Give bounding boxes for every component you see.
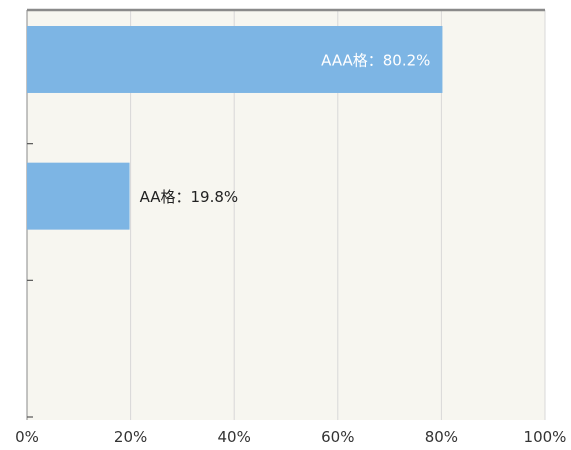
data-label: AA格：19.8% bbox=[140, 188, 239, 206]
x-tick-label: 80% bbox=[425, 428, 458, 446]
x-tick-label: 100% bbox=[524, 428, 567, 446]
x-tick-label: 60% bbox=[321, 428, 354, 446]
bar bbox=[27, 26, 443, 93]
data-label: AAA格：80.2% bbox=[321, 51, 430, 69]
x-tick-label: 20% bbox=[114, 428, 147, 446]
x-tick-label: 40% bbox=[218, 428, 251, 446]
bar bbox=[27, 162, 130, 230]
x-tick-label: 0% bbox=[15, 428, 39, 446]
